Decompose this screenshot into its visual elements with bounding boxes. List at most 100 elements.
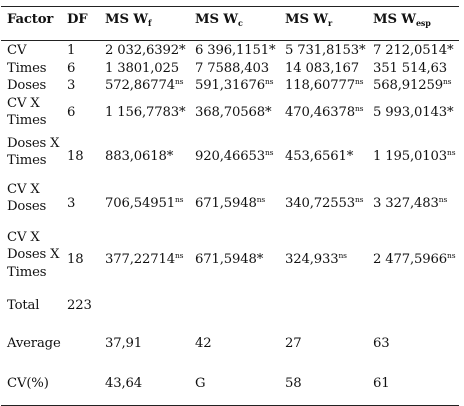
anova-table: Factor DF MS Wf MS Wc MS Wr MS Wesp CV 1… — [1, 6, 459, 406]
cell-value: 27 — [285, 335, 302, 351]
significance-mark: ns — [447, 147, 456, 157]
cell-df: 223 — [67, 297, 92, 313]
cell-ms-wr: 453,6561* — [279, 131, 367, 179]
cell-ms-wc: G — [189, 368, 279, 406]
cell-value: 43,64 — [105, 375, 143, 391]
cell-ms-wf: 37,91 — [99, 327, 189, 369]
factor-line: Doses — [7, 78, 47, 93]
cell-ms-wesp: 1 195,0103ns — [367, 131, 459, 179]
cell-ms-wf: 377,22714ns — [99, 227, 189, 291]
significance-mark: ns — [354, 77, 364, 86]
significance-mark: ns — [438, 194, 448, 204]
cell-ms-wf: 706,54951ns — [99, 179, 189, 227]
cell-ms-wr: 340,72553ns — [279, 179, 367, 227]
cell-value: 572,86774 — [105, 78, 175, 93]
factor-line: Times — [7, 60, 47, 76]
significance-mark: ns — [264, 147, 274, 157]
cell-ms-wesp: 5 993,0143* — [367, 95, 459, 131]
cell-ms-wc: 671,5948ns — [189, 179, 279, 227]
cell-value: 568,91259 — [373, 78, 443, 93]
header-ms-wesp-base: MS W — [373, 12, 416, 27]
cell-factor: Average — [1, 327, 61, 369]
cell-value: 453,6561* — [285, 148, 354, 164]
cell-factor: CV X Doses — [1, 179, 61, 227]
cell-df: 6 — [67, 60, 76, 76]
cell-value: 324,933 — [285, 251, 339, 267]
significance-mark: ns — [264, 77, 274, 86]
cell-ms-wesp: 351 514,63 — [367, 60, 459, 78]
header-row: Factor DF MS Wf MS Wc MS Wr MS Wesp — [1, 6, 459, 41]
cell-ms-wc — [189, 291, 279, 327]
significance-mark: ns — [174, 194, 184, 204]
significance-mark: ns — [447, 250, 456, 260]
table-row: Doses 3 572,86774ns 591,31676ns 118,6077… — [1, 77, 459, 95]
cell-value: 1 3801,025 — [105, 60, 180, 76]
header-ms-wf: MS Wf — [99, 6, 189, 41]
header-ms-wc: MS Wc — [189, 6, 279, 41]
cell-value: 37,91 — [105, 335, 143, 351]
header-ms-wc-sub: c — [237, 18, 243, 28]
cell-value: 368,70568* — [195, 104, 272, 120]
cell-value: 7 212,0514* — [373, 43, 454, 58]
factor-line: Times — [7, 113, 47, 128]
cell-value: 6 396,1151* — [195, 43, 276, 58]
cell-value: 3 327,483 — [373, 195, 439, 211]
cell-value: 671,5948* — [195, 251, 264, 267]
cell-value: 920,46653 — [195, 148, 265, 164]
cell-ms-wesp: 2 477,5966ns — [367, 227, 459, 291]
cell-ms-wf: 1 3801,025 — [99, 60, 189, 78]
factor-line: CV X — [7, 181, 40, 197]
cell-value: 1 156,7783* — [105, 104, 186, 120]
cell-ms-wr: 14 083,167 — [279, 60, 367, 78]
cell-ms-wesp: 61 — [367, 368, 459, 406]
cell-value: 671,5948 — [195, 195, 257, 211]
cell-value: 42 — [195, 335, 212, 351]
cell-df: 18 — [67, 148, 84, 164]
cell-factor: CV X Times — [1, 95, 61, 131]
table-row: Average 37,91 42 27 63 — [1, 327, 459, 369]
table-row: CV(%) 43,64 G 58 61 — [1, 368, 459, 406]
factor-line: Doses — [7, 199, 47, 214]
cell-ms-wr: 27 — [279, 327, 367, 369]
table-row: Doses X Times 18 883,0618* 920,46653ns 45… — [1, 131, 459, 179]
cell-factor: Times — [1, 60, 61, 78]
table-row: CV X Doses 3 706,54951ns 671,5948ns 340,7… — [1, 179, 459, 227]
cell-ms-wesp: 568,91259ns — [367, 77, 459, 95]
table-row: CV X Doses X Times 18 377,22714ns 671,5948… — [1, 227, 459, 291]
cell-ms-wf: 1 156,7783* — [99, 95, 189, 131]
factor-line: Doses X — [7, 247, 60, 262]
header-ms-wf-sub: f — [147, 18, 152, 28]
cell-ms-wesp — [367, 291, 459, 327]
cell-factor: CV(%) — [1, 368, 61, 406]
cell-ms-wr — [279, 291, 367, 327]
factor-line: Total — [7, 297, 40, 313]
cell-ms-wr: 118,60777ns — [279, 77, 367, 95]
cell-ms-wc: 7 7588,403 — [189, 60, 279, 78]
header-ms-wr-base: MS W — [285, 12, 328, 27]
cell-value: 340,72553 — [285, 195, 355, 211]
significance-mark: ns — [354, 194, 364, 204]
cell-ms-wf: 43,64 — [99, 368, 189, 406]
cell-factor: CV X Doses X Times — [1, 227, 61, 291]
header-ms-wesp-sub: esp — [415, 18, 431, 28]
cell-ms-wf — [99, 291, 189, 327]
significance-mark: ns — [174, 77, 184, 86]
factor-line: CV — [7, 43, 27, 58]
cell-value: 118,60777 — [285, 78, 355, 93]
cell-factor: Doses X Times — [1, 131, 61, 179]
table-row: Times 6 1 3801,025 7 7588,403 14 083,167… — [1, 60, 459, 78]
factor-line: Average — [7, 335, 61, 351]
factor-line: CV X — [7, 229, 40, 245]
cell-value: 377,22714 — [105, 251, 175, 267]
significance-mark: ns — [354, 103, 364, 113]
cell-ms-wr: 5 731,8153* — [279, 41, 367, 60]
factor-line: Times — [7, 153, 47, 168]
header-ms-wf-base: MS W — [105, 12, 148, 27]
factor-line: Times — [7, 264, 47, 280]
cell-ms-wc: 368,70568* — [189, 95, 279, 131]
cell-value: 351 514,63 — [373, 60, 448, 76]
cell-ms-wc: 920,46653ns — [189, 131, 279, 179]
cell-value: 5 993,0143* — [373, 104, 454, 120]
header-ms-wr-sub: r — [327, 18, 333, 28]
